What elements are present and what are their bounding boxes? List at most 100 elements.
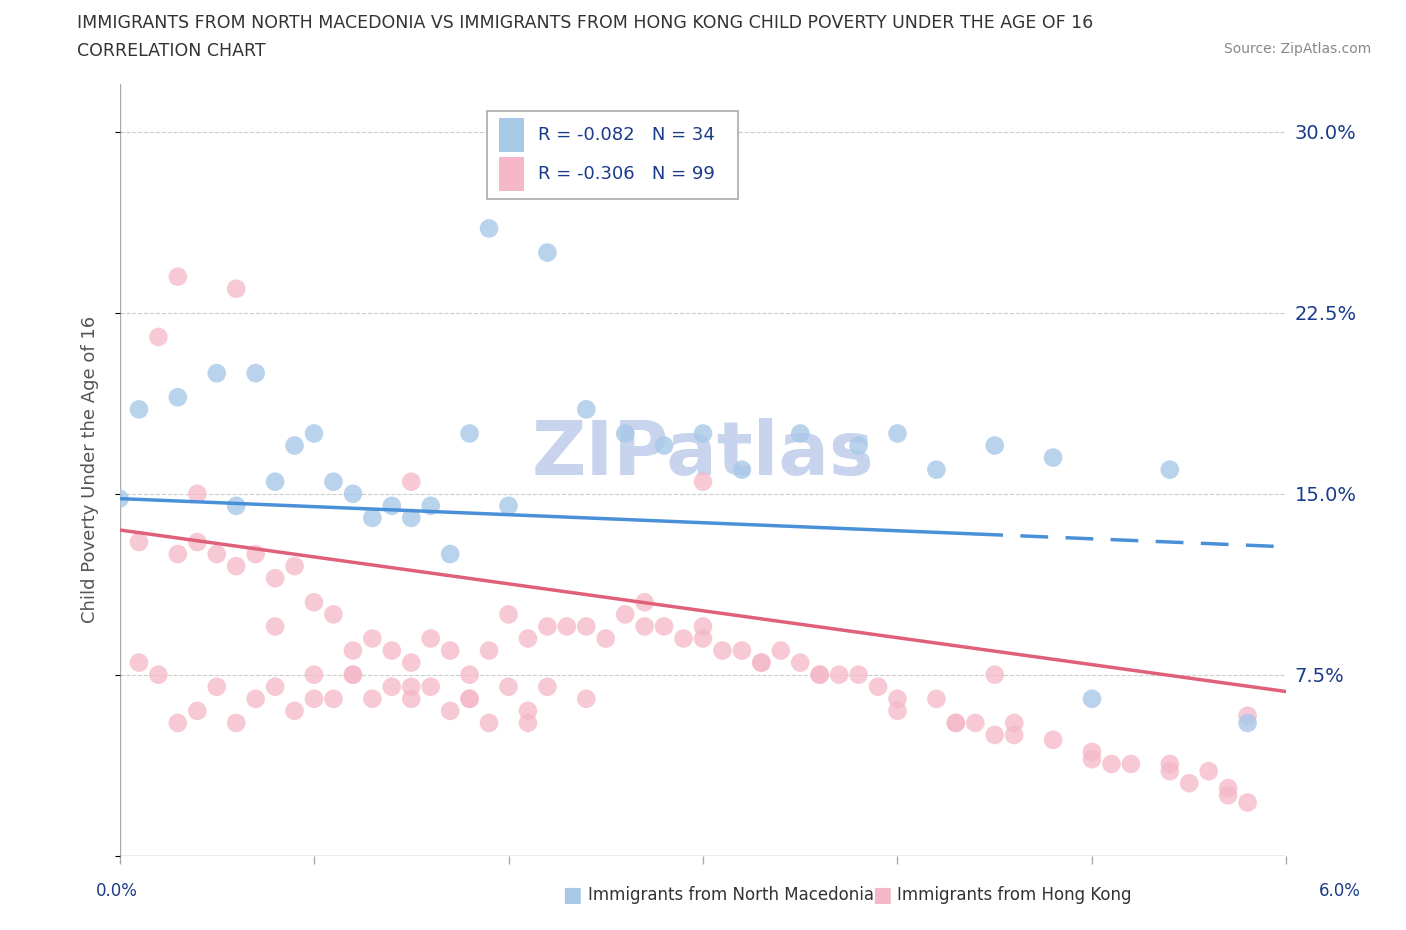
Point (866, 679, 890, 694)
Point (225, 559, 247, 574)
Point (575, 402, 598, 417)
FancyBboxPatch shape (486, 111, 738, 200)
Point (965, 715, 987, 730)
Point (731, 462, 754, 477)
Point (322, 607, 344, 622)
Text: 0.0%: 0.0% (96, 882, 138, 900)
Point (381, 644, 404, 658)
Point (711, 644, 734, 658)
Point (128, 656, 150, 671)
Point (439, 644, 461, 658)
Point (302, 426, 325, 441)
Point (166, 270, 188, 285)
Point (751, 656, 773, 671)
Point (672, 631, 695, 646)
Point (401, 691, 423, 706)
Point (634, 619, 657, 634)
Point (361, 511, 384, 525)
Point (264, 474, 287, 489)
Point (381, 498, 404, 513)
Text: 6.0%: 6.0% (1319, 882, 1361, 900)
Point (186, 486, 208, 501)
Point (828, 667, 851, 682)
Text: ■: ■ (872, 884, 891, 905)
Point (595, 631, 617, 646)
Point (769, 644, 792, 658)
Point (575, 619, 598, 634)
Point (108, 491, 131, 506)
Point (166, 547, 188, 562)
Point (478, 221, 501, 236)
Point (517, 703, 540, 718)
Point (419, 679, 441, 694)
Point (984, 438, 1007, 453)
Point (361, 631, 384, 646)
Point (886, 691, 908, 706)
Point (264, 679, 287, 694)
Point (166, 715, 188, 730)
Point (342, 667, 364, 682)
Point (419, 631, 441, 646)
Point (458, 691, 481, 706)
Text: Source: ZipAtlas.com: Source: ZipAtlas.com (1223, 42, 1371, 56)
Point (536, 679, 558, 694)
Point (361, 691, 384, 706)
Point (808, 667, 831, 682)
Point (751, 656, 773, 671)
Point (401, 656, 423, 671)
Point (555, 619, 578, 634)
Point (575, 691, 598, 706)
Point (1002, 715, 1025, 730)
Point (225, 498, 247, 513)
Point (245, 547, 267, 562)
Point (692, 426, 714, 441)
Point (692, 474, 714, 489)
Text: Immigrants from North Macedonia: Immigrants from North Macedonia (588, 885, 873, 904)
Point (1081, 744, 1104, 759)
Point (1236, 795, 1258, 810)
Point (322, 474, 344, 489)
FancyBboxPatch shape (499, 118, 524, 153)
Point (128, 535, 150, 550)
Point (984, 727, 1007, 742)
Point (284, 559, 307, 574)
Point (886, 426, 908, 441)
Point (984, 667, 1007, 682)
Point (536, 619, 558, 634)
Point (225, 281, 247, 296)
Point (945, 715, 967, 730)
Point (614, 607, 637, 622)
Point (1218, 780, 1240, 795)
Point (789, 426, 811, 441)
Point (478, 644, 501, 658)
Point (925, 691, 948, 706)
Point (517, 715, 540, 730)
Point (614, 426, 637, 441)
Point (731, 644, 754, 658)
Point (458, 426, 481, 441)
Point (458, 691, 481, 706)
Point (439, 703, 461, 718)
Point (652, 438, 675, 453)
Point (692, 619, 714, 634)
Point (478, 715, 501, 730)
Point (264, 619, 287, 634)
Point (1236, 709, 1258, 724)
Point (264, 571, 287, 586)
Point (148, 667, 170, 682)
Point (1002, 727, 1025, 742)
Point (1198, 764, 1220, 778)
Point (652, 619, 675, 634)
Point (302, 691, 325, 706)
Point (1159, 462, 1181, 477)
Text: R = -0.306   N = 99: R = -0.306 N = 99 (538, 165, 716, 183)
Point (498, 679, 520, 694)
Point (1159, 756, 1181, 771)
Text: CORRELATION CHART: CORRELATION CHART (77, 42, 266, 60)
Point (342, 644, 364, 658)
Point (925, 462, 948, 477)
Point (205, 679, 228, 694)
Point (1099, 756, 1122, 771)
Point (186, 535, 208, 550)
Point (886, 703, 908, 718)
